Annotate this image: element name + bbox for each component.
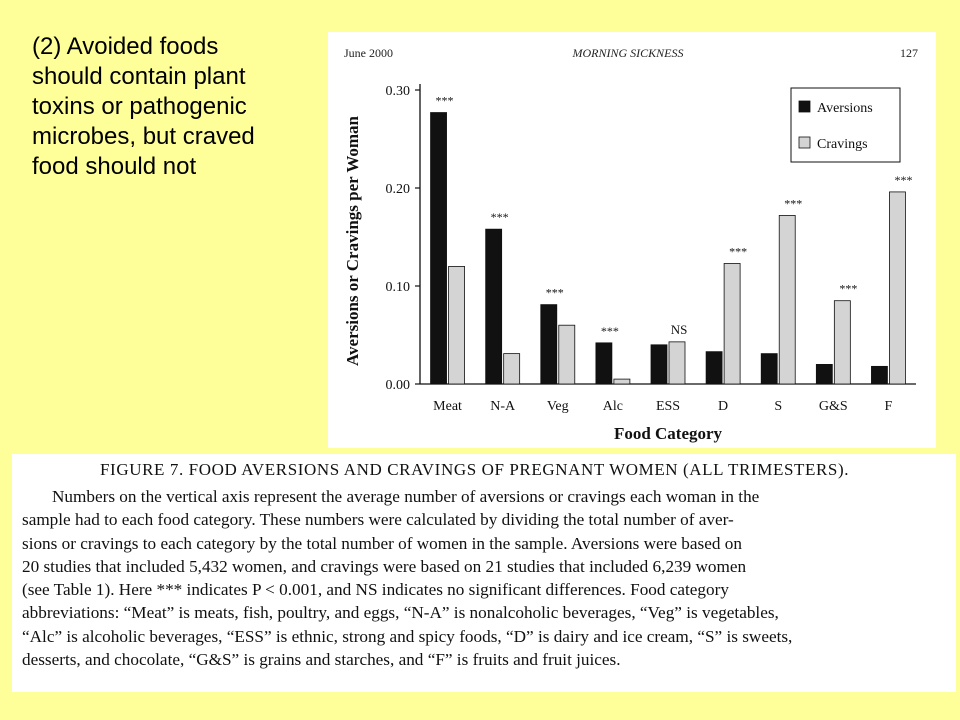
y-tick-label: 0.20 [386,182,411,197]
figure-panel: June 2000 MORNING SICKNESS 127 0.00 0.10 0… [328,32,936,448]
journal-month: June 2000 [344,46,393,60]
y-tick-label: 0.30 [386,84,411,99]
slide-text-line: should contain plant [32,63,246,90]
significance-label: *** [839,282,857,296]
significance-label: NS [671,322,688,337]
craving-bar [723,263,741,385]
caption-title: FIGURE 7. FOOD AVERSIONS AND CRAVINGS OF… [100,460,850,479]
caption-line: 20 studies that included 5,432 women, an… [22,556,747,576]
craving-bar [778,215,796,385]
slide-text: (2) Avoided foods should contain plant t… [32,32,332,182]
x-tick-label: Meat [433,399,462,414]
x-tick-label: G&S [819,399,848,414]
caption-line: Numbers on the vertical axis represent t… [52,487,760,506]
x-axis-title: Food Category [614,424,723,443]
y-axis-title: Aversions or Cravings per Woman [343,115,362,366]
legend-label: Aversions [817,101,873,116]
caption-line: “Alc” is alcoholic beverages, “ESS” is e… [22,626,793,646]
caption-line: desserts, and chocolate, “G&S” is grains… [22,650,621,670]
craving-bar [668,341,686,385]
aversion-bar [871,365,888,385]
craving-bar [503,353,521,385]
slide-text-line: (2) Avoided foods [32,33,219,60]
aversion-bar [485,228,503,385]
aversion-bar [815,363,833,385]
caption-line: sample had to each food category. These … [22,510,734,530]
x-tick-label: Alc [603,399,623,414]
craving-bar [833,300,851,385]
aversion-bar [760,353,778,385]
significance-label: *** [601,324,619,338]
aversion-bar [595,342,613,385]
aversion-bar [430,112,447,385]
aversion-bar [705,351,723,385]
x-tick-label: D [718,399,728,414]
x-tick-label: S [774,399,782,414]
x-tick-label: ESS [656,399,680,414]
caption-body: Numbers on the vertical axis represent t… [22,485,954,671]
significance-label: *** [546,286,564,300]
page-number: 127 [900,46,918,60]
significance-label: *** [729,244,747,258]
bar-chart: June 2000 MORNING SICKNESS 127 0.00 0.10 0… [343,46,918,443]
legend-label: Cravings [817,137,868,152]
legend-swatch-aversions [798,100,811,113]
craving-bar [613,378,631,385]
significance-label: *** [784,196,802,210]
significance-label: *** [894,173,912,187]
caption-line: sions or cravings to each category by th… [22,533,742,553]
x-tick-label: N-A [490,399,516,414]
aversion-bar [540,304,558,385]
legend-swatch-cravings [798,136,811,149]
significance-label: *** [491,210,509,224]
y-tick-label: 0.10 [386,280,411,295]
slide-text-line: food should not [32,153,197,180]
figure-caption: FIGURE 7. FOOD AVERSIONS AND CRAVINGS OF… [12,454,956,692]
caption-line: abbreviations: “Meat” is meats, fish, po… [22,603,779,623]
significance-label: *** [436,94,454,108]
journal-running-title: MORNING SICKNESS [572,46,684,60]
craving-bar [889,191,906,385]
craving-bar [448,265,465,385]
x-tick-label: F [885,399,893,414]
caption-line: (see Table 1). Here *** indicates P < 0.… [22,580,729,600]
aversion-bar [650,344,668,385]
legend-box [790,87,901,163]
craving-bar [558,324,576,385]
slide-text-line: microbes, but craved [32,123,255,150]
y-tick-label: 0.00 [386,378,411,393]
x-tick-label: Veg [547,399,569,414]
slide-text-line: toxins or pathogenic [32,93,247,120]
